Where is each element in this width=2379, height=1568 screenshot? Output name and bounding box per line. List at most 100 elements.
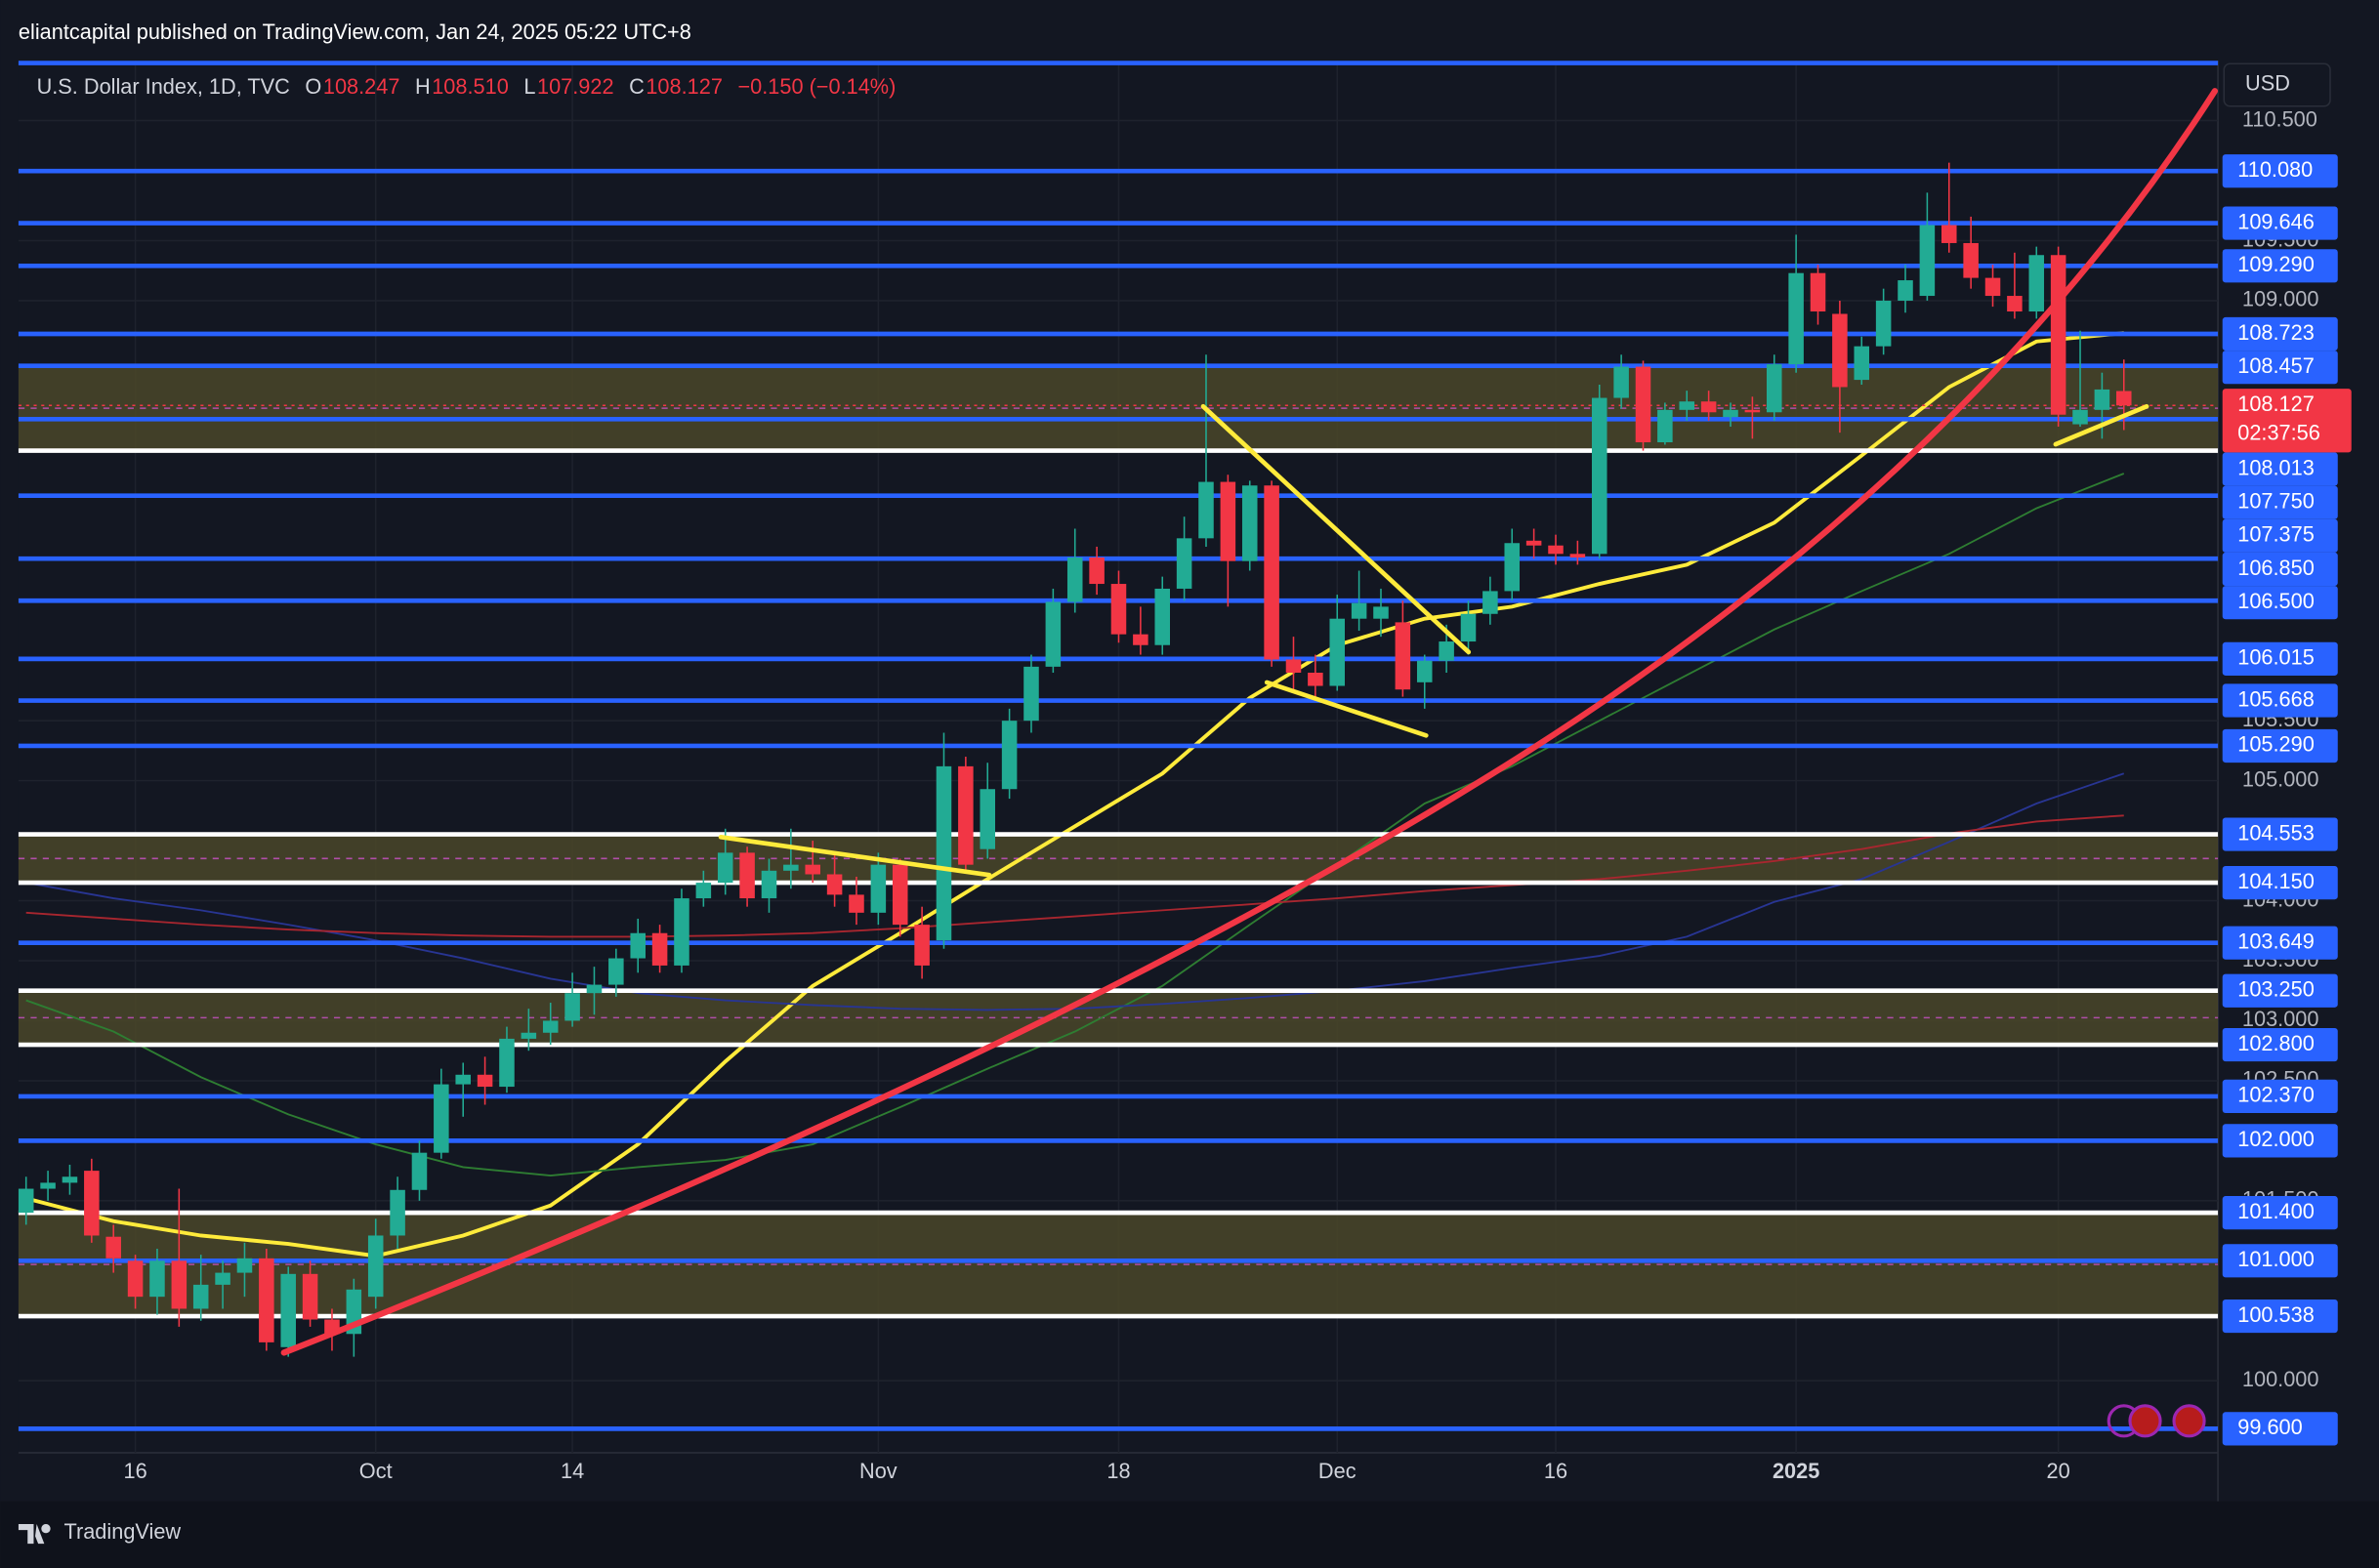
candle-body [40,1182,56,1189]
moving-average [25,473,2125,1176]
price-label-box [2222,206,2338,240]
candle-body [18,1188,34,1214]
price-label-box [2222,552,2338,587]
x-tick-label: Dec [1318,1459,1356,1483]
price-label-box [2222,728,2338,763]
candle-body [390,1189,405,1236]
y-tick-label: 103.000 [2242,1007,2319,1031]
brand-logo [18,1523,51,1545]
trend-line [2053,403,2149,447]
candle-body [1984,277,2001,297]
price-label-box [2222,683,2338,718]
candle-body [1591,397,1607,555]
price-label: 108.457 [2237,353,2315,378]
price-label-box [2222,518,2338,553]
ohlc-key: H [415,74,431,99]
candle-body [870,864,887,913]
candle-body [1241,485,1258,561]
candle-body [739,852,755,899]
price-label-box [2222,817,2338,851]
candle-body [936,765,952,941]
candle-body [1525,540,1542,546]
candle-body [215,1272,230,1285]
candle-body [280,1273,296,1347]
x-tick-label: 18 [1106,1459,1130,1483]
price-label: 106.500 [2237,589,2315,613]
candle-body [411,1152,428,1190]
ohlc-value: 108.510 [432,74,509,99]
candle-body [1898,280,1913,301]
price-label: 102.800 [2237,1031,2315,1055]
current-price: 108.127 [2237,392,2315,416]
ohlc-key: O [305,74,321,99]
ohlc-value: 108.127 [646,74,723,99]
candle-body [236,1258,253,1273]
candle-body [1460,613,1477,642]
ohlc-value: 107.922 [537,74,614,99]
publish-credit: eliantcapital published on TradingView.c… [19,20,691,44]
candle-body [455,1074,471,1085]
price-label: 104.553 [2237,820,2315,845]
price-label-box [2222,485,2338,519]
price-label: 106.850 [2237,556,2315,580]
x-tick-label: Nov [859,1459,897,1483]
price-label-box [2222,316,2338,351]
candle-body [717,852,733,884]
candle-body [1941,225,1957,243]
candle-body [302,1273,318,1320]
candle-body [1700,401,1717,413]
candle-body [892,864,908,926]
candle-body [1766,364,1782,413]
candle-body [849,894,864,913]
price-label: 107.750 [2237,488,2315,513]
candle-body [127,1260,144,1298]
candle-body [1416,660,1433,682]
candle-body [477,1074,493,1088]
candle-body [1133,634,1148,645]
candle-body [259,1258,274,1342]
flags [2107,1404,2206,1438]
candle-body [1548,545,1564,555]
price-label: 103.649 [2237,928,2315,953]
candle-body [1264,485,1279,660]
candle-body [542,1020,559,1033]
price-label-box [2222,249,2338,283]
candle-body [1679,401,1695,410]
candle-body [1089,557,1105,585]
currency: USD [2245,71,2290,96]
candle-body [2094,389,2110,410]
y-tick-label: 105.000 [2242,766,2319,791]
price-label: 101.000 [2237,1247,2315,1271]
y-tick-label: 110.500 [2242,106,2317,131]
x-tick-label: 2025 [1773,1459,1819,1483]
price-label-box [2222,1079,2338,1113]
moving-average [25,772,2125,1011]
candle-body [171,1260,188,1309]
price-label: 104.150 [2237,869,2315,893]
price-label-box [2222,1196,2338,1230]
trend-line [718,835,992,878]
candle-body [1854,346,1870,381]
candle-body [367,1235,384,1298]
price-label-box [2222,586,2338,620]
candle-body [783,864,799,871]
price-label-box [2222,154,2338,188]
price-label: 103.250 [2237,976,2315,1001]
candle-body [1001,721,1018,790]
candle-body [84,1171,100,1236]
currency-box[interactable] [2223,62,2331,107]
price-label-box [2222,1244,2338,1278]
candle-body [980,789,995,849]
candle-body [564,993,580,1021]
candle-body [2072,409,2088,425]
price-label: 101.400 [2237,1199,2315,1223]
candle-body [826,874,843,895]
ohlc-key: C [629,74,645,99]
price-label-box [2222,1027,2338,1062]
price-label: 109.290 [2237,252,2315,276]
candle-body [1504,543,1521,592]
candle-body [1569,554,1586,558]
change: −0.150 (−0.14%) [737,74,896,99]
